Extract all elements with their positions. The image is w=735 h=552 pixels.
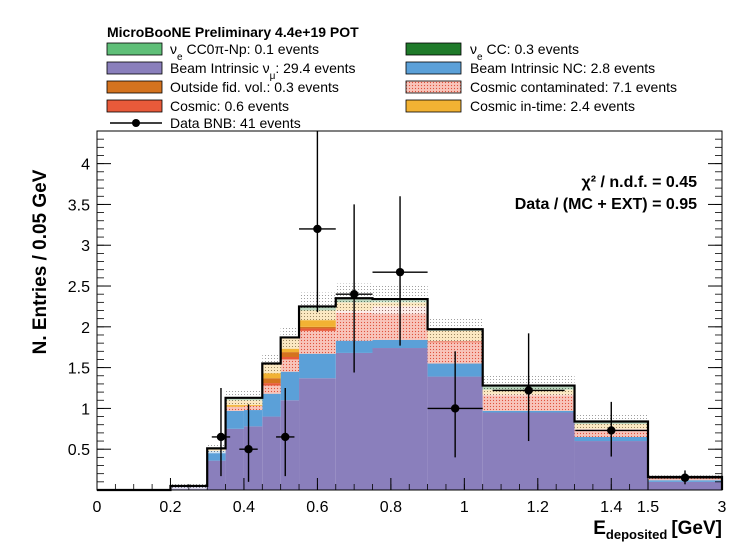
bar-series2-bin4: [225, 406, 244, 411]
legend-data-marker: [132, 119, 140, 127]
bar-series2-bin7: [280, 359, 300, 372]
bar-series0-bin3: [207, 460, 226, 490]
y-tick-label-1: 1: [81, 401, 90, 418]
data-point-9: [680, 473, 690, 482]
legend-swatch-beam-nc: [405, 61, 462, 75]
y-tick-label-4: 2.5: [68, 279, 90, 296]
data-point-0: [216, 432, 226, 442]
data-point-7: [524, 386, 533, 395]
x-tick-label-4: 0.8: [380, 499, 402, 516]
y-tick-label-6: 3.5: [68, 197, 90, 214]
y-tick-label-0: 0.5: [68, 442, 90, 459]
bar-series0-bin7: [280, 400, 300, 490]
bar-series4-bin8: [299, 326, 336, 329]
bar-series0-bin8: [299, 378, 336, 490]
x-tick-label-0: 0: [93, 499, 102, 516]
legend-swatch-nue-cc0pi: [106, 42, 163, 56]
bar-series3-bin7: [280, 357, 300, 360]
data-point-2: [281, 432, 290, 442]
bar-series1-bin7: [280, 371, 300, 401]
bar-series2-bin6: [262, 385, 281, 394]
bar-series4-bin6: [262, 378, 281, 384]
stat-chi2: χ² / n.d.f. = 0.45: [582, 174, 698, 191]
x-tick-label-8: 1.5: [637, 499, 659, 516]
x-axis-title: Edeposited [GeV]: [593, 518, 722, 542]
bar-series0-bin6: [262, 416, 281, 490]
legend-swatch-cosmic: [106, 99, 163, 113]
data-point-6: [450, 404, 460, 413]
bar-series1-bin3: [207, 450, 226, 461]
bar-series1-bin8: [299, 353, 336, 379]
bar-series1-bin4: [225, 410, 244, 429]
x-axis-title-sub: deposited: [606, 527, 667, 542]
bar-series0-bin4: [225, 428, 244, 490]
data-point-1: [244, 445, 253, 454]
axes: 0 0.2 0.4 0.6 0.8 1 1.2 1.4 1.5 3 0.5 1 1.5 2 2.5 3 3.5 4: [68, 138, 727, 516]
x-tick-label-9: 3: [718, 499, 727, 516]
legend: νe CC0π-Np: 0.1 events νe CC: 0.3 events…: [106, 41, 677, 131]
legend-swatch-beam-numu: [106, 61, 163, 75]
data-point-8: [607, 426, 616, 435]
legend-label-outside-fv: Outside fid. vol.: 0.3 events: [170, 79, 339, 95]
legend-label-cosmic-intime: Cosmic in-time: 2.4 events: [470, 98, 635, 114]
bar-series1-bin6: [262, 393, 281, 417]
y-tick-label-2: 1.5: [68, 361, 90, 378]
y-axis-title: N. Entries / 0.05 GeV: [30, 169, 51, 354]
x-axis-title-unit: [GeV]: [671, 518, 722, 539]
legend-label-cosmic-contaminated: Cosmic contaminated: 7.1 events: [470, 79, 677, 95]
data-point-3: [313, 224, 322, 234]
bar-series1-bin5: [243, 410, 263, 427]
legend-swatch-outside-fv: [106, 80, 163, 94]
bar-series2-bin5: [243, 405, 263, 411]
bar-series0-bin10: [372, 348, 428, 490]
x-tick-label-1: 0.2: [159, 499, 181, 516]
bar-series2-bin8: [299, 330, 336, 354]
x-tick-label-5: 1: [460, 499, 469, 516]
data-point-5: [395, 267, 405, 277]
x-tick-label-6: 1.2: [527, 499, 549, 516]
bar-series0-bin14: [648, 481, 722, 490]
bar-series0-bin5: [243, 426, 263, 490]
y-tick-label-5: 3: [81, 238, 90, 255]
legend-label-beam-nc: Beam Intrinsic NC: 2.8 events: [470, 60, 655, 76]
legend-label-cosmic: Cosmic: 0.6 events: [170, 98, 289, 114]
legend-swatch-cosmic-contaminated: [405, 80, 462, 94]
data-point-4: [349, 289, 359, 299]
chart-title: MicroBooNE Preliminary 4.4e+19 POT: [107, 24, 359, 40]
legend-label-data: Data BNB: 41 events: [170, 115, 301, 131]
legend-swatch-nue-cc: [405, 42, 462, 56]
y-tick-label-7: 4: [81, 157, 90, 174]
bar-series3-bin8: [299, 328, 336, 331]
data-points: [211, 131, 721, 485]
y-tick-label-3: 2: [81, 320, 90, 337]
legend-swatch-cosmic-intime: [405, 99, 462, 113]
x-axis-title-main: E: [593, 518, 606, 539]
bar-series3-bin6: [262, 383, 281, 386]
bar-series4-bin7: [280, 352, 300, 358]
x-tick-label-3: 0.6: [306, 499, 328, 516]
stat-ratio: Data / (MC + EXT) = 0.95: [515, 196, 697, 213]
mc-total-outline: [97, 297, 724, 492]
bar-series0-bin9: [335, 352, 373, 490]
x-tick-label-7: 1.4: [600, 499, 622, 516]
total-outline: [97, 297, 724, 492]
x-tick-label-2: 0.4: [233, 499, 255, 516]
